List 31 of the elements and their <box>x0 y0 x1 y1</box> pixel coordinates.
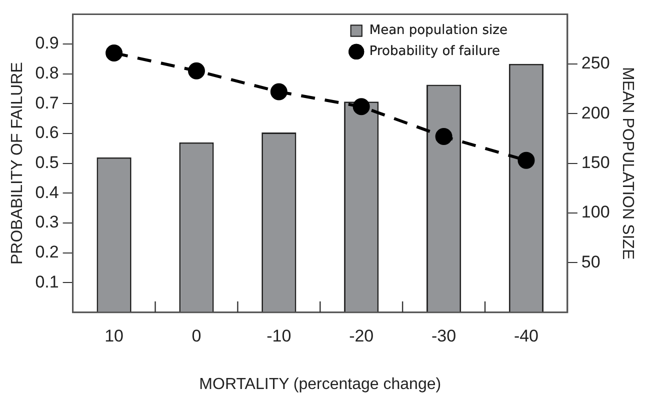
y-tick-label: 0.5 <box>35 152 59 172</box>
point <box>270 83 288 100</box>
point <box>518 152 535 169</box>
x-tick-label: 0 <box>192 326 202 346</box>
y-tick-label: 0.9 <box>35 34 59 53</box>
y-tick-label: 0.2 <box>35 242 59 262</box>
x-tick-label: -30 <box>431 326 456 346</box>
y2-axis-title: MEAN POPULATION SIZE <box>618 66 636 260</box>
legend-label: Mean population size <box>369 23 508 38</box>
x-tick-label: -20 <box>349 326 374 346</box>
x-tick-label: -40 <box>514 326 539 346</box>
point <box>435 128 452 145</box>
x-axis-title: MORTALITY (percentage change) <box>199 376 442 393</box>
y-tick-label: 0.3 <box>35 212 59 232</box>
y-tick-label: 0.4 <box>35 182 59 202</box>
y2-tick-label: 250 <box>581 54 610 73</box>
y2-tick-label: 50 <box>581 252 600 272</box>
legend-label: Probability of failure <box>369 44 500 60</box>
y2-tick-label: 100 <box>581 202 610 222</box>
y-tick-label: 0.6 <box>35 123 59 142</box>
y-tick-label: 0.8 <box>35 64 59 83</box>
y2-tick-label: 200 <box>581 103 610 122</box>
x-tick-label: -10 <box>266 326 292 346</box>
y-tick-label: 0.1 <box>35 272 59 292</box>
y-axis-title: PROBABILITY OF FAILURE <box>9 62 26 265</box>
point <box>352 98 370 116</box>
point <box>188 62 205 80</box>
x-tick-label: 10 <box>104 326 124 346</box>
point <box>106 44 123 62</box>
y2-tick-label: 150 <box>581 152 610 172</box>
y-tick-label: 0.7 <box>35 93 59 112</box>
